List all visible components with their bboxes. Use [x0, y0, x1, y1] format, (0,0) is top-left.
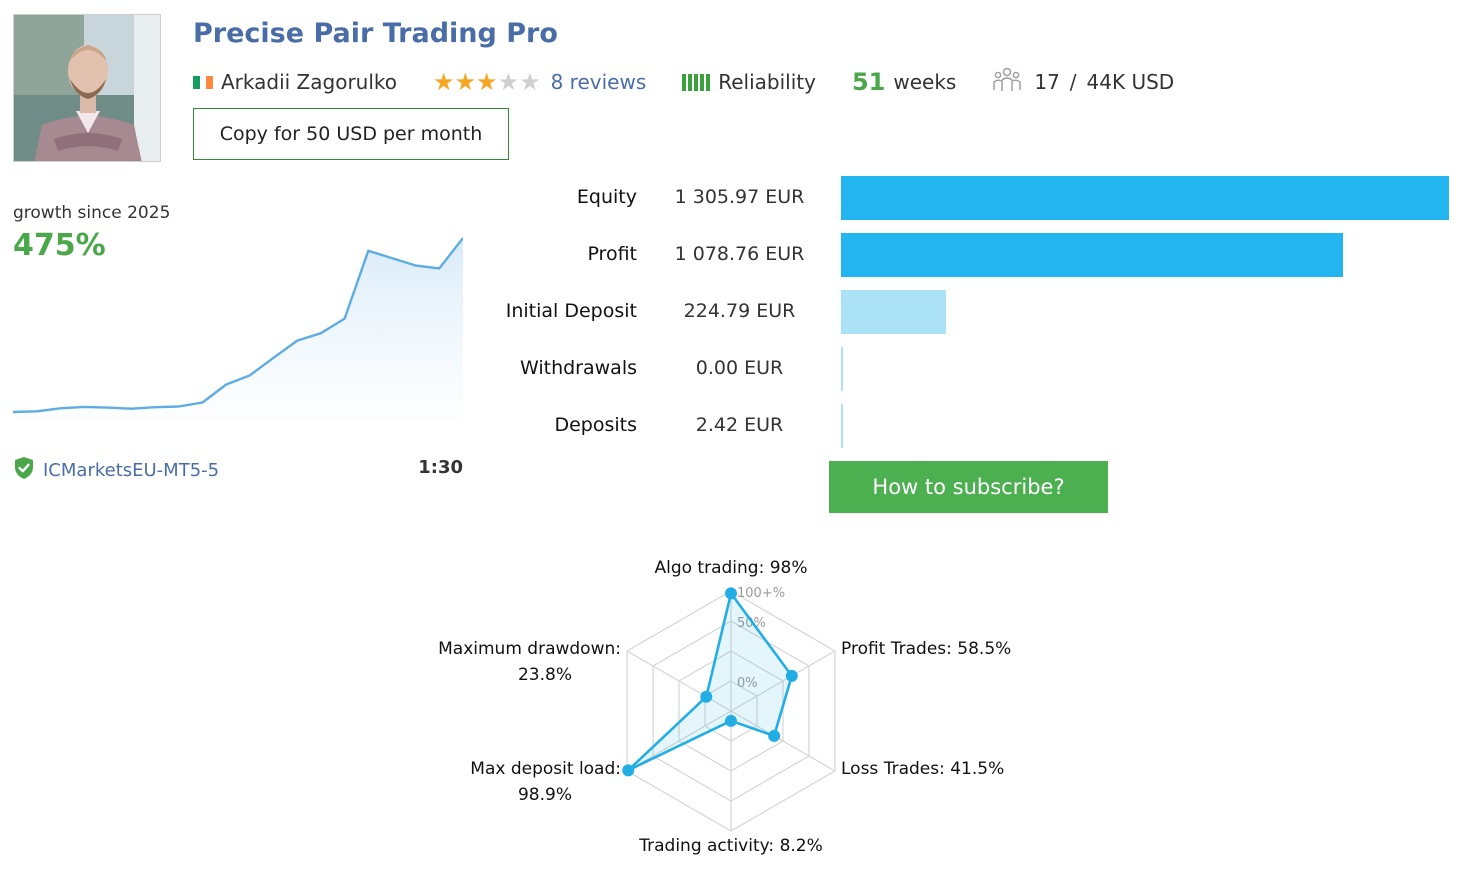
- radar-data-point: [622, 764, 635, 777]
- stat-label: Withdrawals: [519, 357, 637, 379]
- radar-data-point: [725, 587, 737, 600]
- radar-data-point: [768, 729, 781, 742]
- radar-spoke: [626, 650, 732, 712]
- radar-tick-label: 0%: [737, 676, 758, 691]
- stat-value: 0.00 EUR: [695, 357, 784, 379]
- stat-label: Profit: [587, 243, 637, 265]
- growth-label: growth since 2025: [13, 203, 171, 223]
- stat-label: Deposits: [554, 414, 637, 436]
- radar-axis-label: Profit Trades: 58.5%: [841, 639, 1011, 659]
- rating-star-icon: ★: [476, 68, 498, 96]
- broker-server[interactable]: ICMarketsEU-MT5-5: [13, 456, 219, 485]
- radar-chart: 0% 50% 100+% Algo trading: 98% Profit Trades…: [438, 558, 1011, 856]
- stat-bar: [841, 404, 843, 448]
- author-avatar[interactable]: [13, 14, 161, 162]
- subscribers-icon: [992, 65, 1022, 100]
- signal-meta-row: Arkadii Zagorulko ★ ★ ★ ★ ★ 8 reviews Reliab…: [193, 66, 1174, 98]
- stat-bar: [841, 290, 946, 334]
- radar-data-point: [785, 669, 798, 682]
- verified-shield-icon: [13, 456, 35, 485]
- how-to-subscribe-button[interactable]: How to subscribe?: [829, 461, 1108, 513]
- radar-axis-label: Trading activity: 8.2%: [638, 836, 823, 856]
- radar-spoke: [730, 710, 836, 772]
- subscriber-funds: 44K USD: [1086, 70, 1175, 94]
- ireland-flag-icon: [193, 75, 214, 89]
- subscribers-separator: /: [1069, 70, 1077, 94]
- radar-axis-label: Algo trading: 98%: [654, 558, 807, 578]
- radar-spoke: [730, 650, 836, 712]
- radar-tick-label: 50%: [737, 616, 766, 631]
- broker-name[interactable]: ICMarketsEU-MT5-5: [43, 460, 220, 481]
- stat-label: Equity: [576, 186, 637, 208]
- copy-subscription-button[interactable]: Copy for 50 USD per month: [193, 108, 509, 160]
- stat-value: 1 078.76 EUR: [674, 243, 805, 265]
- weeks-label: weeks: [893, 70, 957, 94]
- radar-tick-label: 100+%: [737, 586, 785, 601]
- radar-data-point: [700, 690, 713, 703]
- growth-line: [13, 237, 463, 414]
- rating-star-icon: ★: [497, 68, 520, 96]
- radar-axis-label: Loss Trades: 41.5%: [841, 759, 1004, 779]
- subscribers-count: 17: [1034, 70, 1060, 94]
- growth-area: [13, 238, 463, 420]
- reliability-bars-icon: [682, 73, 712, 91]
- rating-star-icon: ★: [454, 68, 477, 96]
- radar-spoke: [626, 710, 732, 772]
- leverage-value: 1:30: [418, 457, 463, 478]
- signal-title[interactable]: Precise Pair Trading Pro: [193, 18, 558, 49]
- stat-value: 2.42 EUR: [695, 414, 784, 436]
- reliability-label[interactable]: Reliability: [718, 70, 816, 94]
- stat-value: 224.79 EUR: [683, 300, 796, 322]
- rating-star-icon: ★: [519, 68, 541, 96]
- author-name[interactable]: Arkadii Zagorulko: [221, 70, 398, 94]
- growth-chart[interactable]: [13, 230, 463, 420]
- radar-axis-label: Max deposit load: 98.9%: [470, 759, 621, 805]
- stat-bar: [841, 233, 1344, 277]
- stat-bar: [841, 176, 1449, 220]
- stat-label: Initial Deposit: [505, 300, 637, 322]
- reviews-link[interactable]: 8 reviews: [550, 70, 647, 94]
- growth-value: 475%: [13, 228, 106, 263]
- weeks-count: 51: [851, 68, 886, 96]
- stat-bar: [841, 347, 843, 391]
- radar-data-point: [725, 714, 737, 727]
- stat-value: 1 305.97 EUR: [674, 186, 805, 208]
- rating-stars[interactable]: ★ ★ ★ ★ ★: [433, 70, 541, 94]
- radar-axis-label: Maximum drawdown: 23.8%: [438, 639, 621, 685]
- rating-star-icon: ★: [433, 68, 455, 96]
